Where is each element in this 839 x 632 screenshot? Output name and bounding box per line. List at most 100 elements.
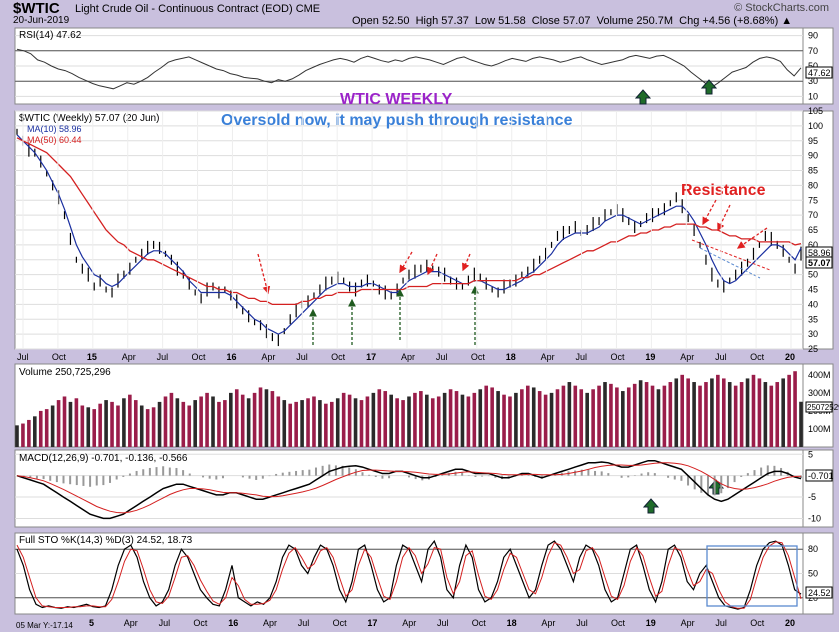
- sto-highlight-box: [706, 545, 798, 607]
- volume-bar: [591, 389, 595, 447]
- macd-arrow: [642, 498, 660, 514]
- volume-bar: [133, 400, 138, 447]
- price-tick-50: 50: [808, 270, 818, 280]
- price-tick-75: 75: [808, 195, 818, 205]
- sto-x-tick-Apr: Apr: [541, 618, 555, 628]
- volume-tick-300M: 300M: [808, 388, 831, 398]
- volume-bar: [193, 400, 197, 447]
- volume-bar: [597, 385, 601, 447]
- panel-3-axis-bg: [802, 449, 834, 528]
- volume-bar: [419, 391, 423, 447]
- volume-bar: [229, 392, 233, 447]
- volume-bar: [632, 383, 637, 447]
- price-x-tick-15: 15: [87, 352, 97, 362]
- rsi-value-text: 47.62: [808, 68, 831, 78]
- sto-x-tick-Oct: Oct: [750, 618, 765, 628]
- volume-bar: [294, 401, 298, 447]
- price-tick-90: 90: [808, 151, 818, 161]
- volume-bar: [175, 398, 180, 447]
- volume-bar: [33, 416, 37, 447]
- ma50-legend: MA(50) 60.44: [27, 135, 82, 145]
- volume-bar: [716, 374, 720, 447]
- chart-header: $WTIC Light Crude Oil - Continuous Contr…: [0, 0, 839, 27]
- volume-bar: [264, 389, 269, 447]
- price-tick-30: 30: [808, 329, 818, 339]
- price-label: $WTIC (Weekly) 57.07 (20 Jun): [19, 113, 159, 124]
- sto-x-tick-Jul: Jul: [159, 618, 171, 628]
- sto-x-tick-Oct: Oct: [193, 618, 208, 628]
- macd-line: [16, 459, 802, 520]
- resistance-arrow: [257, 253, 271, 295]
- price-x-tick-Oct: Oct: [52, 352, 67, 362]
- volume-bar: [246, 398, 251, 447]
- panel-1-axis-bg: [802, 110, 834, 350]
- price-x-tick-Apr: Apr: [122, 352, 136, 362]
- price-tick-95: 95: [808, 136, 818, 146]
- volume-bar: [561, 385, 566, 447]
- resistance-arrow: [462, 253, 471, 272]
- volume-bar: [573, 385, 578, 447]
- sto-value-tag: [805, 586, 833, 599]
- volume-bar: [335, 398, 340, 447]
- volume-bar: [401, 400, 405, 447]
- volume-bar: [145, 409, 150, 447]
- volume-bar: [525, 385, 530, 447]
- price-x-tick-Apr: Apr: [541, 352, 555, 362]
- volume-bar: [674, 378, 679, 447]
- price-x-tick-18: 18: [506, 352, 516, 362]
- price-x-tick-Apr: Apr: [261, 352, 275, 362]
- ma10-line: [16, 134, 802, 335]
- volume-bar: [92, 409, 97, 447]
- rsi-value-tag: [805, 66, 833, 79]
- volume-bar: [86, 407, 91, 447]
- price-tick-105: 105: [808, 106, 823, 116]
- volume-bar: [139, 405, 144, 447]
- price-tick-40: 40: [808, 299, 818, 309]
- volume-bar: [621, 391, 625, 447]
- rsi-line: [16, 48, 802, 90]
- volume-bar: [757, 378, 762, 447]
- price-x-tick-Apr: Apr: [401, 352, 415, 362]
- resistance-arrow: [399, 251, 413, 274]
- volume-bar: [282, 400, 287, 447]
- macd-value-text: -0.701: [808, 471, 834, 481]
- volume-bar: [478, 389, 483, 447]
- volume-bar: [122, 398, 126, 447]
- volume-bar: [508, 396, 512, 447]
- resistance-annotation: Resistance: [681, 182, 766, 199]
- volume-bar: [359, 400, 364, 447]
- ohlc-summary: Open 52.50 High 57.37 Low 51.58 Close 57…: [352, 15, 793, 27]
- volume-bar: [270, 391, 275, 447]
- volume-value-tag: [805, 401, 833, 413]
- volume-bar: [454, 391, 459, 447]
- volume-bar: [341, 392, 346, 447]
- volume-bar: [650, 385, 655, 447]
- sto-x-tick-20: 20: [785, 618, 795, 628]
- sto-d-line: [16, 541, 802, 609]
- volume-label: Volume 250,725,296: [19, 367, 111, 378]
- volume-bar: [626, 387, 631, 447]
- price-x-tick-16: 16: [226, 352, 236, 362]
- volume-bar: [686, 378, 690, 447]
- sto-x-tick-16: 16: [228, 618, 238, 628]
- volume-bar: [733, 385, 738, 447]
- ma50-line: [16, 137, 802, 306]
- resistance-arrow: [427, 253, 438, 276]
- volume-bar: [27, 419, 31, 447]
- price-tick-85: 85: [808, 166, 818, 176]
- oversold-arrow: [700, 79, 718, 95]
- volume-bar: [472, 392, 477, 447]
- volume-bar: [128, 394, 132, 447]
- volume-bar: [567, 382, 572, 447]
- volume-bar: [371, 392, 376, 447]
- volume-bar: [347, 394, 352, 447]
- resistance-arrow: [736, 227, 768, 249]
- sto-x-tick-Oct: Oct: [333, 618, 348, 628]
- price-tag-ma-text: 58.96: [808, 248, 831, 258]
- volume-bar: [543, 394, 548, 447]
- volume-bar: [318, 400, 322, 447]
- ma10-legend: MA(10) 58.96: [27, 124, 82, 134]
- volume-value-text: 250725296: [807, 403, 839, 412]
- sto-tick-80: 80: [808, 544, 818, 554]
